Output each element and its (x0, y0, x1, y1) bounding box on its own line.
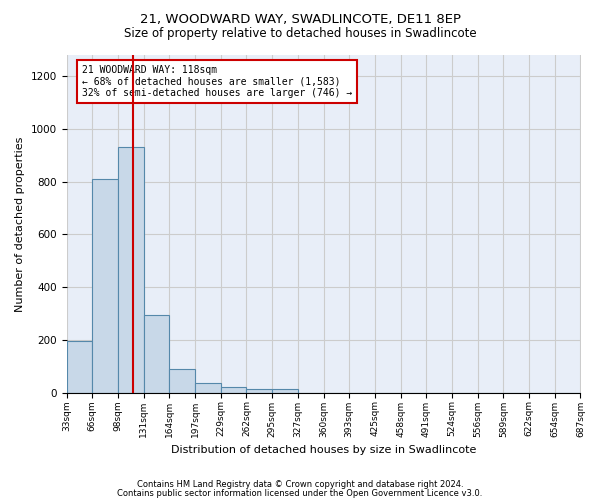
Bar (247, 388, 272, 392)
Bar (195, 382, 221, 392)
Text: Contains HM Land Registry data © Crown copyright and database right 2024.: Contains HM Land Registry data © Crown c… (137, 480, 463, 489)
Bar (221, 388, 247, 392)
Bar (92, 179, 118, 392)
Text: 21 WOODWARD WAY: 118sqm
← 68% of detached houses are smaller (1,583)
32% of semi: 21 WOODWARD WAY: 118sqm ← 68% of detache… (82, 65, 352, 98)
X-axis label: Distribution of detached houses by size in Swadlincote: Distribution of detached houses by size … (171, 445, 476, 455)
Bar (67, 341, 92, 392)
Bar (169, 370, 195, 392)
Bar (118, 148, 143, 392)
Text: Contains public sector information licensed under the Open Government Licence v3: Contains public sector information licen… (118, 488, 482, 498)
Text: Size of property relative to detached houses in Swadlincote: Size of property relative to detached ho… (124, 28, 476, 40)
Y-axis label: Number of detached properties: Number of detached properties (15, 136, 25, 312)
Bar (143, 315, 169, 392)
Bar (272, 389, 298, 392)
Text: 21, WOODWARD WAY, SWADLINCOTE, DE11 8EP: 21, WOODWARD WAY, SWADLINCOTE, DE11 8EP (139, 12, 461, 26)
